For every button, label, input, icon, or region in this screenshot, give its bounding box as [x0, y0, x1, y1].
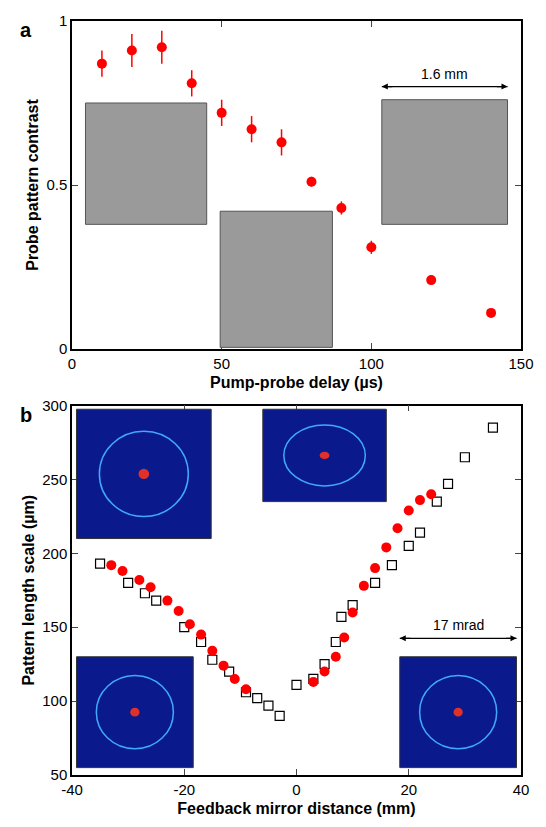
svg-text:0: 0 [59, 340, 67, 357]
svg-text:50: 50 [51, 766, 68, 783]
svg-text:200: 200 [42, 545, 67, 562]
svg-text:Feedback mirror distance (mm): Feedback mirror distance (mm) [177, 800, 415, 817]
svg-text:250: 250 [42, 471, 67, 488]
svg-text:100: 100 [42, 692, 67, 709]
svg-text:-20: -20 [173, 781, 195, 798]
svg-text:Pump-probe delay (µs): Pump-probe delay (µs) [210, 374, 383, 391]
svg-text:0: 0 [292, 781, 300, 798]
svg-text:150: 150 [42, 618, 67, 635]
svg-text:1.6 mm: 1.6 mm [421, 66, 468, 82]
svg-text:Pattern length scale (µm): Pattern length scale (µm) [20, 495, 37, 686]
svg-text:a: a [20, 19, 32, 41]
svg-text:b: b [20, 404, 32, 426]
svg-text:-40: -40 [61, 781, 83, 798]
svg-text:17 mrad: 17 mrad [433, 617, 484, 633]
svg-text:Probe pattern contrast: Probe pattern contrast [24, 99, 41, 271]
svg-text:0.5: 0.5 [46, 176, 67, 193]
svg-text:300: 300 [42, 397, 67, 414]
svg-text:40: 40 [513, 781, 530, 798]
svg-text:150: 150 [508, 355, 533, 372]
svg-text:0: 0 [68, 355, 76, 372]
svg-text:100: 100 [359, 355, 384, 372]
svg-text:50: 50 [213, 355, 230, 372]
svg-text:20: 20 [400, 781, 417, 798]
svg-text:1: 1 [59, 12, 67, 29]
